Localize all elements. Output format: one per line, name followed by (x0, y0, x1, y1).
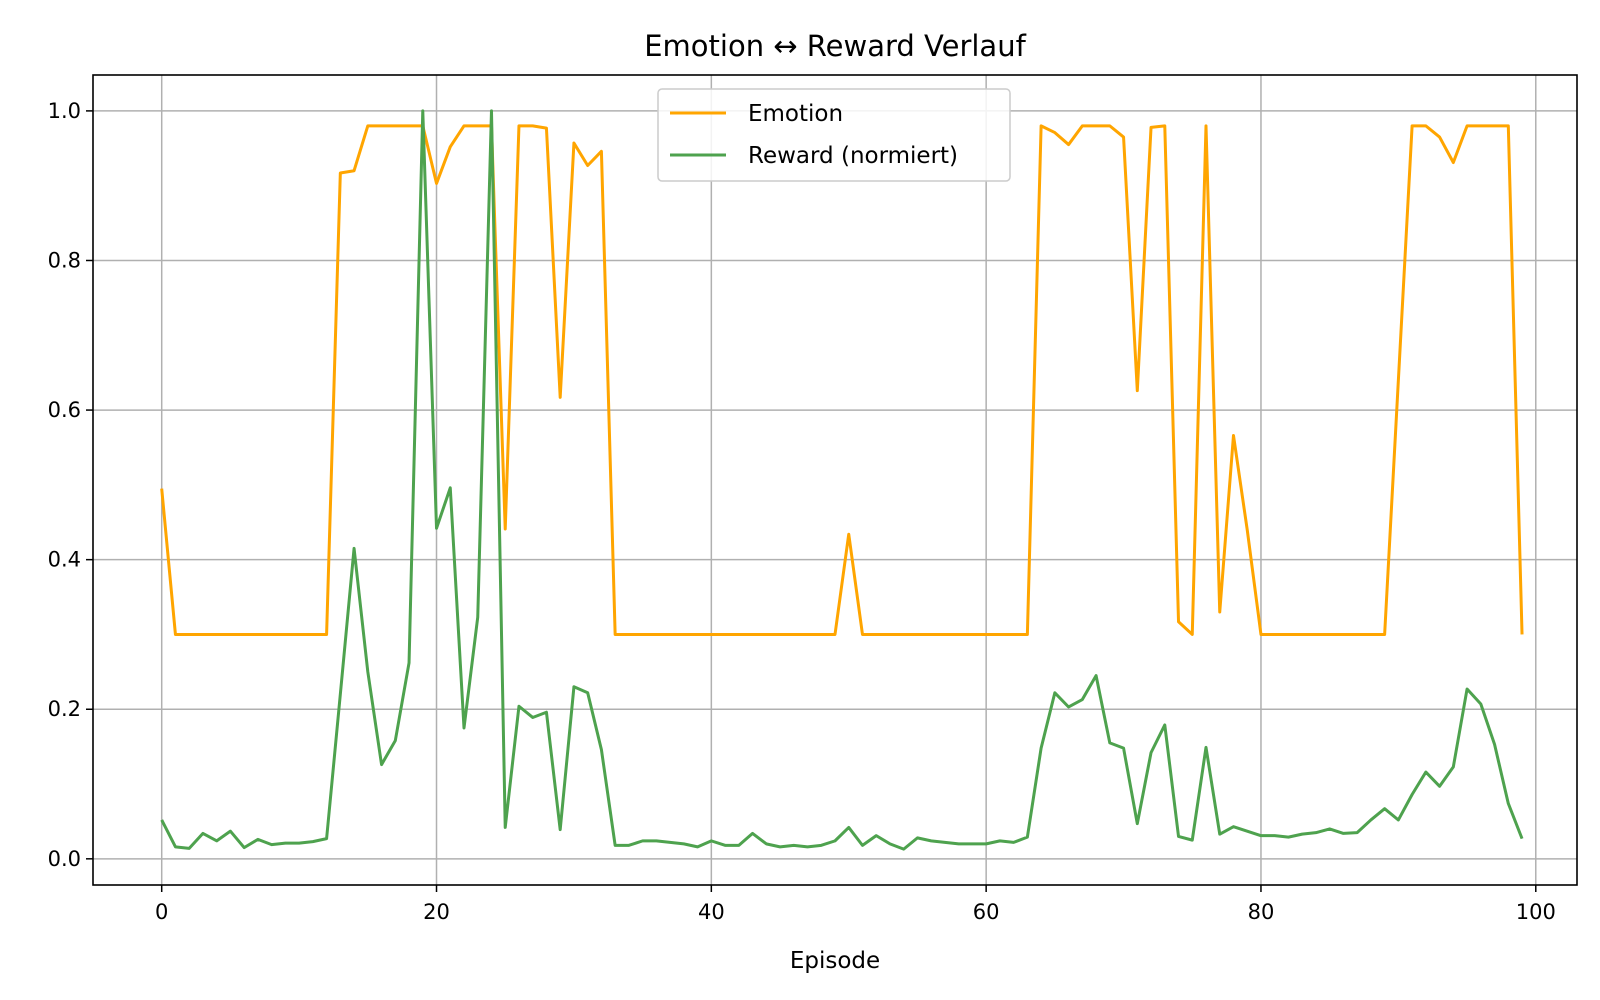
y-tick-label: 0.4 (48, 548, 81, 572)
x-tick-label: 80 (1248, 900, 1275, 924)
x-tick-label: 60 (973, 900, 1000, 924)
ticks-layer: 0 20 40 60 80 100 0.0 0.2 0.4 0.6 0.8 1.0 (48, 99, 1556, 924)
x-tick-label: 20 (423, 900, 450, 924)
legend: Emotion Reward (normiert) (657, 88, 1011, 182)
plot-frame (92, 74, 1578, 886)
x-axis-title: Episode (790, 948, 880, 974)
series-line-reward (160, 109, 1524, 851)
series-layer (160, 109, 1524, 851)
series-line-emotion (160, 124, 1524, 636)
y-tick-label: 0.6 (48, 398, 81, 422)
legend-box (657, 88, 1011, 182)
legend-label-reward: Reward (normiert) (748, 143, 958, 169)
grid-layer (93, 75, 1577, 885)
x-tick-label: 0 (155, 900, 168, 924)
x-tick-label: 100 (1516, 900, 1556, 924)
legend-label-emotion: Emotion (748, 101, 843, 127)
y-tick-label: 1.0 (48, 99, 81, 123)
x-tick-label: 40 (698, 900, 725, 924)
y-tick-label: 0.8 (48, 248, 81, 272)
y-tick-label: 0.0 (48, 847, 81, 871)
chart-title: Emotion ↔ Reward Verlauf (644, 29, 1026, 63)
y-tick-label: 0.2 (48, 697, 81, 721)
